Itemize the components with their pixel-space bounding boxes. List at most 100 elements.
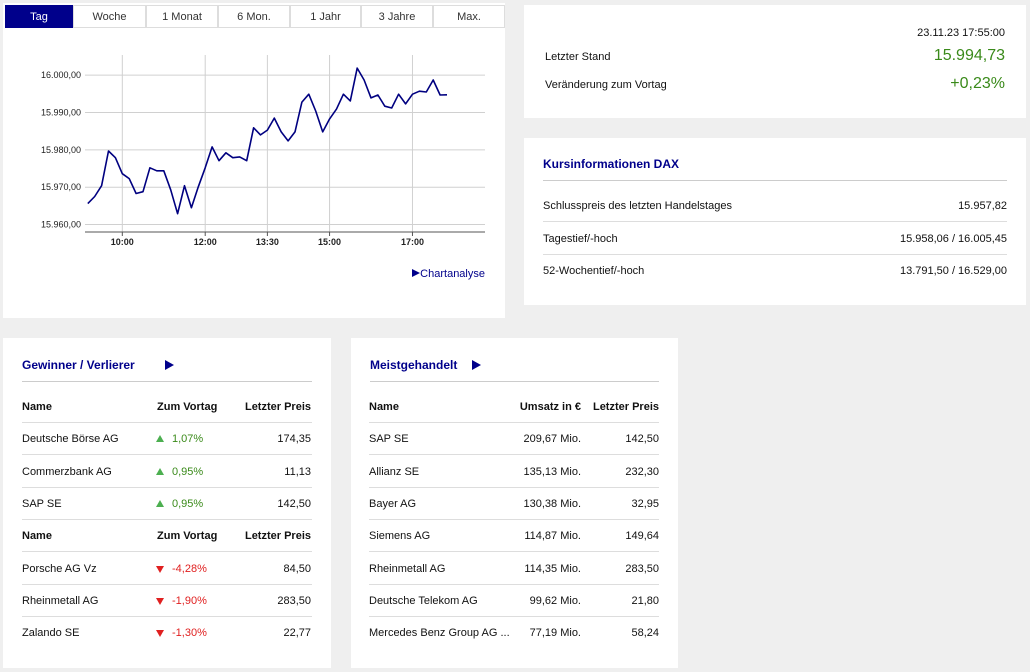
stock-change: -1,90% (172, 594, 207, 607)
quote-value: 15.994,73 (933, 47, 1005, 64)
tab[interactable]: 1 Monat (146, 5, 218, 28)
chart-panel: 15.960,00 15.970,00 15.980,00 15.990,00 16.0… (3, 3, 505, 318)
info-label: Tagestief/-hoch (543, 232, 618, 245)
tab[interactable]: Woche (73, 5, 146, 28)
stock-name: Rheinmetall AG (22, 594, 99, 607)
stock-price: 58,24 (631, 627, 659, 640)
row-separator (22, 422, 312, 423)
y-tick-label: 15.990,00 (41, 108, 81, 118)
title-arrow (165, 360, 174, 370)
quote-panel: 23.11.23 17:55:00 Letzter Stand 15.994,73 V… (524, 5, 1026, 118)
y-tick-label: 16.000,00 (41, 70, 81, 80)
row-separator (22, 518, 312, 520)
column-header: Zum Vortag (157, 401, 218, 413)
row-separator (543, 253, 1007, 255)
row-separator (369, 518, 659, 520)
stock-change: -4,28% (172, 562, 207, 575)
arrow-shape (156, 467, 164, 475)
up-arrow (156, 435, 164, 443)
stock-name: Deutsche Telekom AG (369, 594, 478, 607)
most-traded-panel: Meistgehandelt Name Umsatz in € Letzter Pre… (351, 338, 678, 668)
column-header: Umsatz in € (519, 401, 581, 413)
down-arrow (156, 630, 164, 638)
row-separator (22, 583, 312, 585)
row-separator (369, 615, 659, 617)
x-tick-label: 12:00 (194, 237, 217, 247)
stock-price: 142,50 (277, 497, 311, 510)
x-tick-label: 13:30 (256, 237, 279, 247)
row-separator (369, 422, 659, 423)
y-tick-label: 15.970,00 (41, 182, 81, 192)
stock-price: 32,95 (631, 497, 659, 510)
stock-name: Mercedes Benz Group AG ... (369, 627, 510, 640)
info-value: 15.957,82 (958, 200, 1007, 212)
info-value: 15.958,06 / 16.005,45 (899, 232, 1007, 245)
stock-name: Rheinmetall AG (369, 562, 446, 575)
stock-name: SAP SE (369, 433, 409, 446)
panel-title: Kursinformationen DAX (543, 157, 680, 171)
row-separator (22, 551, 312, 553)
stock-name: Porsche AG Vz (22, 562, 97, 575)
down-arrow (156, 597, 164, 605)
row-separator (543, 221, 1007, 222)
arrow-shape (156, 435, 164, 443)
stock-price: 283,50 (277, 594, 311, 607)
stock-name: Allianz SE (369, 465, 420, 478)
arrow-shape (156, 597, 164, 605)
stock-name: Siemens AG (369, 530, 431, 543)
x-tick-label: 17:00 (401, 237, 424, 247)
tab[interactable]: 3 Jahre (361, 5, 433, 28)
up-arrow (156, 499, 164, 507)
turnover: 209,67 Mio. (523, 433, 581, 446)
title-rule (22, 381, 312, 382)
row-separator (369, 551, 659, 553)
tab[interactable]: 6 Mon. (218, 5, 290, 28)
arrow-shape (165, 360, 174, 370)
stock-price: 149,64 (625, 530, 659, 543)
info-label: 52-Wochentief/-hoch (543, 265, 645, 277)
panel-title[interactable]: Meistgehandelt (370, 358, 458, 372)
quote-label: Letzter Stand (545, 51, 611, 63)
stock-price: 283,50 (625, 562, 659, 575)
column-header: Zum Vortag (157, 530, 218, 543)
title-rule (543, 180, 1007, 181)
stock-price: 84,50 (283, 562, 311, 575)
turnover: 114,87 Mio. (524, 530, 581, 543)
info-panel: Kursinformationen DAX Schlusspreis des le… (524, 138, 1026, 305)
column-header: Letzter Preis (244, 401, 311, 413)
stock-change: 0,95% (172, 497, 204, 510)
title-rule (370, 381, 659, 382)
link-arrow (412, 269, 420, 277)
y-tick-label: 15.980,00 (41, 145, 81, 155)
chart-link[interactable]: Chartanalyse (420, 268, 485, 280)
y-tick-label: 15.960,00 (41, 220, 81, 230)
quote-label: Veränderung zum Vortag (545, 79, 667, 91)
stock-price: 142,50 (625, 433, 659, 446)
row-separator (369, 583, 659, 585)
turnover: 135,13 Mio. (523, 465, 581, 478)
stock-price: 232,30 (625, 465, 659, 478)
stock-price: 11,13 (284, 465, 311, 478)
column-header: Name (22, 401, 52, 413)
column-header: Letzter Preis (592, 401, 659, 413)
chart: 15.960,00 15.970,00 15.980,00 15.990,00 16.0… (41, 55, 485, 280)
tab[interactable]: Tag (5, 5, 73, 28)
title-arrow (471, 360, 481, 370)
stock-price: 21,80 (631, 594, 659, 607)
stock-name: Bayer AG (369, 497, 417, 510)
panel-title[interactable]: Gewinner / Verlierer (22, 358, 135, 372)
stock-name: SAP SE (22, 497, 62, 510)
row-separator (22, 486, 312, 488)
stock-name: Commerzbank AG (22, 465, 112, 478)
stock-change: -1,30% (172, 627, 207, 640)
tab[interactable]: Max. (433, 5, 505, 28)
tab[interactable]: 1 Jahr (290, 5, 361, 28)
arrow-shape (156, 565, 164, 573)
stock-price: 174,35 (277, 433, 311, 446)
arrow-shape (156, 630, 164, 638)
column-header: Name (369, 401, 399, 413)
row-separator (369, 486, 659, 488)
row-separator (369, 454, 659, 456)
down-arrow (156, 565, 164, 573)
